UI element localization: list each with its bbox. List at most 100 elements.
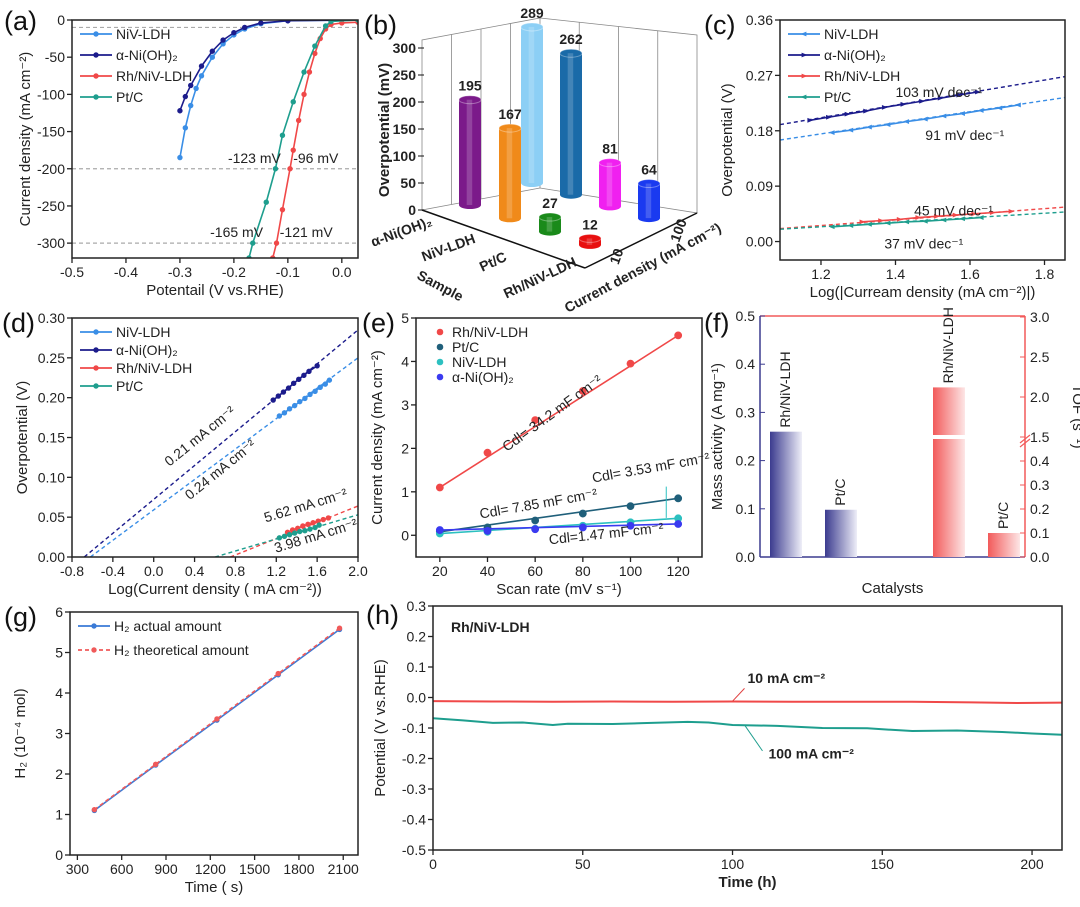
- panel-a: -0.5 -0.4 -0.3 -0.2 -0.1 0.0 0 -50 -100 -150 -200 -…: [17, 12, 359, 299]
- y-tick-label: 2: [55, 766, 63, 782]
- data-point: [956, 92, 963, 98]
- bar-highlight: [506, 128, 513, 219]
- data-point: [291, 530, 298, 536]
- x-tick-label: 40: [480, 563, 496, 579]
- series-line: [93, 627, 341, 811]
- y-tick-label: 0: [57, 12, 65, 28]
- x-tick-label: 0.4: [185, 563, 205, 579]
- data-point: [881, 104, 888, 110]
- x-tick-label: 0: [429, 856, 437, 872]
- data-point: [801, 52, 808, 58]
- x-axis-label: Sample: [415, 267, 467, 305]
- y-tick-label: 0.09: [746, 178, 773, 194]
- data-point: [903, 219, 910, 225]
- x-tick-label: 0.8: [226, 563, 246, 579]
- bar-body: [499, 128, 521, 219]
- category-label: Rh/NiV-LDH: [501, 254, 579, 302]
- y-tick-label: 0.00: [746, 234, 773, 250]
- y-tick-label: 3: [401, 397, 409, 413]
- data-point: [316, 522, 322, 528]
- bar-3d: 12: [578, 216, 602, 249]
- plot-area: [435, 331, 683, 538]
- y-tick-label: 200: [393, 94, 417, 110]
- y-tick-label: 0.2: [407, 629, 427, 645]
- data-point: [91, 647, 97, 653]
- y2-tick-label: 2.0: [1030, 389, 1050, 405]
- bar-highlight: [645, 183, 652, 219]
- legend-item: α-Ni(OH)₂: [80, 342, 178, 358]
- panel-label: (c): [704, 10, 735, 40]
- y-tick-label: 4: [401, 353, 409, 369]
- data-point: [312, 524, 318, 531]
- legend-label: Rh/NiV-LDH: [452, 324, 528, 340]
- y-tick-label: 0.15: [38, 430, 65, 446]
- data-point: [198, 73, 205, 79]
- data-point: [578, 387, 587, 395]
- annotation: 100 mA cm⁻²: [768, 746, 854, 762]
- legend-item: Pt/C: [80, 89, 143, 105]
- legend-label: Pt/C: [824, 89, 851, 105]
- data-point: [328, 20, 334, 25]
- legend-item: NiV-LDH: [436, 354, 506, 370]
- x-axis-label: Log(Current density ( mA cm⁻²)): [108, 581, 322, 598]
- x-tick-label: 1.2: [811, 266, 831, 282]
- x-tick-label: 0.0: [144, 563, 164, 579]
- data-point: [800, 31, 807, 37]
- bar-base: [560, 190, 582, 199]
- data-point: [626, 502, 635, 511]
- data-point: [952, 212, 959, 218]
- data-point: [903, 119, 910, 124]
- y-tick-label: 0.3: [736, 404, 756, 420]
- data-point: [290, 147, 296, 153]
- bar-3d: 195: [458, 78, 482, 209]
- panel-d: -0.8 -0.4 0.0 0.4 0.8 1.2 1.6 2.0 0.00 0.05 0.10 0.…: [14, 310, 368, 598]
- bar-body: [599, 162, 621, 207]
- data-point: [182, 93, 189, 100]
- bar-top: [520, 22, 544, 32]
- data-point: [306, 69, 313, 75]
- legend-label: Rh/NiV-LDH: [824, 68, 900, 84]
- bar-break-gap: [930, 435, 970, 439]
- data-point: [326, 377, 333, 383]
- data-point: [291, 402, 298, 409]
- y-tick-label: 0.1: [736, 501, 756, 517]
- data-point: [305, 521, 311, 528]
- x-tick-label: 900: [154, 861, 178, 877]
- annotation: -123 mV: [228, 150, 282, 166]
- legend-item: Pt/C: [80, 378, 143, 394]
- y-tick-label: 5: [401, 310, 409, 326]
- bar-value-label: 289: [520, 5, 544, 21]
- y-tick-label: 0: [55, 847, 63, 863]
- bar-highlight: [528, 26, 535, 183]
- legend-item: α-Ni(OH)₂: [788, 47, 886, 63]
- data-point: [310, 520, 316, 526]
- data-point: [91, 806, 98, 813]
- legend-item: Pt/C: [788, 89, 851, 105]
- x-tick-label: 100: [721, 856, 745, 872]
- x-tick-label: 120: [666, 563, 690, 579]
- data-point: [301, 69, 307, 75]
- data-point: [317, 384, 323, 391]
- data-point: [279, 206, 286, 213]
- data-point: [93, 329, 99, 335]
- bar-value-label: 167: [498, 106, 522, 122]
- legend-item: Rh/NiV-LDH: [788, 68, 900, 84]
- data-point: [152, 761, 159, 767]
- data-point: [320, 516, 326, 523]
- bar: [825, 509, 857, 557]
- legend-label: α-Ni(OH)₂: [452, 369, 514, 385]
- bar-body: [560, 53, 582, 195]
- y-tick-label: 0.5: [736, 308, 756, 324]
- data-point: [263, 199, 269, 205]
- data-point: [336, 625, 343, 631]
- data-point: [177, 108, 183, 114]
- legend-label: NiV-LDH: [116, 324, 170, 340]
- data-point: [93, 347, 99, 353]
- y-tick-label: 0.0: [407, 690, 427, 706]
- leader-line: [732, 688, 745, 702]
- x-tick-label: 1.2: [267, 563, 287, 579]
- legend-label: Rh/NiV-LDH: [116, 360, 192, 376]
- data-point: [322, 23, 329, 29]
- series-line: [439, 517, 679, 535]
